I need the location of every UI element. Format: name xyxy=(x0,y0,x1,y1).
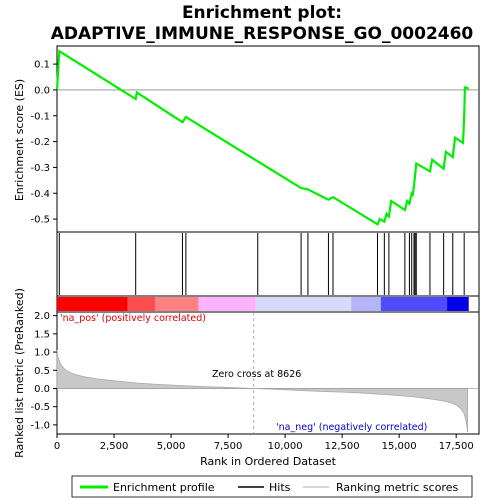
chart-title-line2: ADAPTIVE_IMMUNE_RESPONSE_GO_0002460 xyxy=(51,24,474,44)
es-y-tick-label: -0.4 xyxy=(30,189,50,200)
na-neg-label: 'na_neg' (negatively correlated) xyxy=(276,422,427,433)
x-axis-label: Rank in Ordered Dataset xyxy=(200,455,337,468)
heatmap-segment xyxy=(198,297,256,311)
metric-y-tick-label: -1.0 xyxy=(30,420,50,431)
metric-area xyxy=(56,350,468,433)
metric-y-tick-label: 2.0 xyxy=(34,311,50,322)
heatmap-bar xyxy=(57,297,469,311)
es-y-tick-label: 0.0 xyxy=(34,85,50,96)
legend-enrichment-label: Enrichment profile xyxy=(113,481,215,494)
metric-y-tick-label: -0.5 xyxy=(30,402,50,413)
metric-y-tick-label: 0.0 xyxy=(34,384,50,395)
heatmap-segment xyxy=(155,297,199,311)
legend-hits-label: Hits xyxy=(269,481,291,494)
legend-metric-label: Ranking metric scores xyxy=(336,481,458,494)
x-tick-label: 5,000 xyxy=(157,441,186,452)
hits-panel-frame xyxy=(56,231,480,297)
es-panel-frame xyxy=(56,45,480,233)
metric-y-tick-label: 0.5 xyxy=(34,366,50,377)
na-pos-label: 'na_pos' (positively correlated) xyxy=(60,313,206,324)
x-tick-label: 17,500 xyxy=(439,441,474,452)
x-tick-label: 0 xyxy=(54,441,60,452)
hits-panel xyxy=(58,233,465,295)
es-y-tick-label: -0.2 xyxy=(30,137,50,148)
metric-y-axis-label: Ranked list metric (PreRanked) xyxy=(13,288,26,458)
heatmap-segment xyxy=(127,297,156,311)
axes: 0.1 0.0 -0.1 -0.2 -0.3 -0.4 -0.5 2.0 1.5 1.0 0.5 0.… xyxy=(30,60,473,452)
metric-y-tick-label: 1.5 xyxy=(34,329,50,340)
es-y-tick-label: -0.1 xyxy=(30,111,50,122)
metric-y-tick-label: 1.0 xyxy=(34,348,50,359)
es-y-tick-label: -0.3 xyxy=(30,163,50,174)
x-tick-label: 2,500 xyxy=(100,441,129,452)
heatmap-segment xyxy=(57,297,128,311)
es-y-tick-label: -0.5 xyxy=(30,215,50,226)
x-tick-label: 10,000 xyxy=(268,441,303,452)
heatmap-segment xyxy=(447,297,469,311)
chart-title-line1: Enrichment plot: xyxy=(182,3,342,23)
legend-box xyxy=(71,475,473,498)
heatmap-segment xyxy=(255,297,352,311)
heatmap-segment xyxy=(380,297,448,311)
x-tick-label: 7,500 xyxy=(214,441,243,452)
x-tick-label: 12,500 xyxy=(325,441,360,452)
es-curve-line xyxy=(55,49,470,226)
zero-cross-label: Zero cross at 8626 xyxy=(212,369,301,380)
x-tick-label: 15,000 xyxy=(382,441,417,452)
es-y-axis-label: Enrichment score (ES) xyxy=(13,79,26,201)
metric-panel xyxy=(56,312,479,434)
heatmap-segment xyxy=(351,297,381,311)
es-panel xyxy=(55,49,479,226)
es-y-tick-label: 0.1 xyxy=(34,60,50,71)
